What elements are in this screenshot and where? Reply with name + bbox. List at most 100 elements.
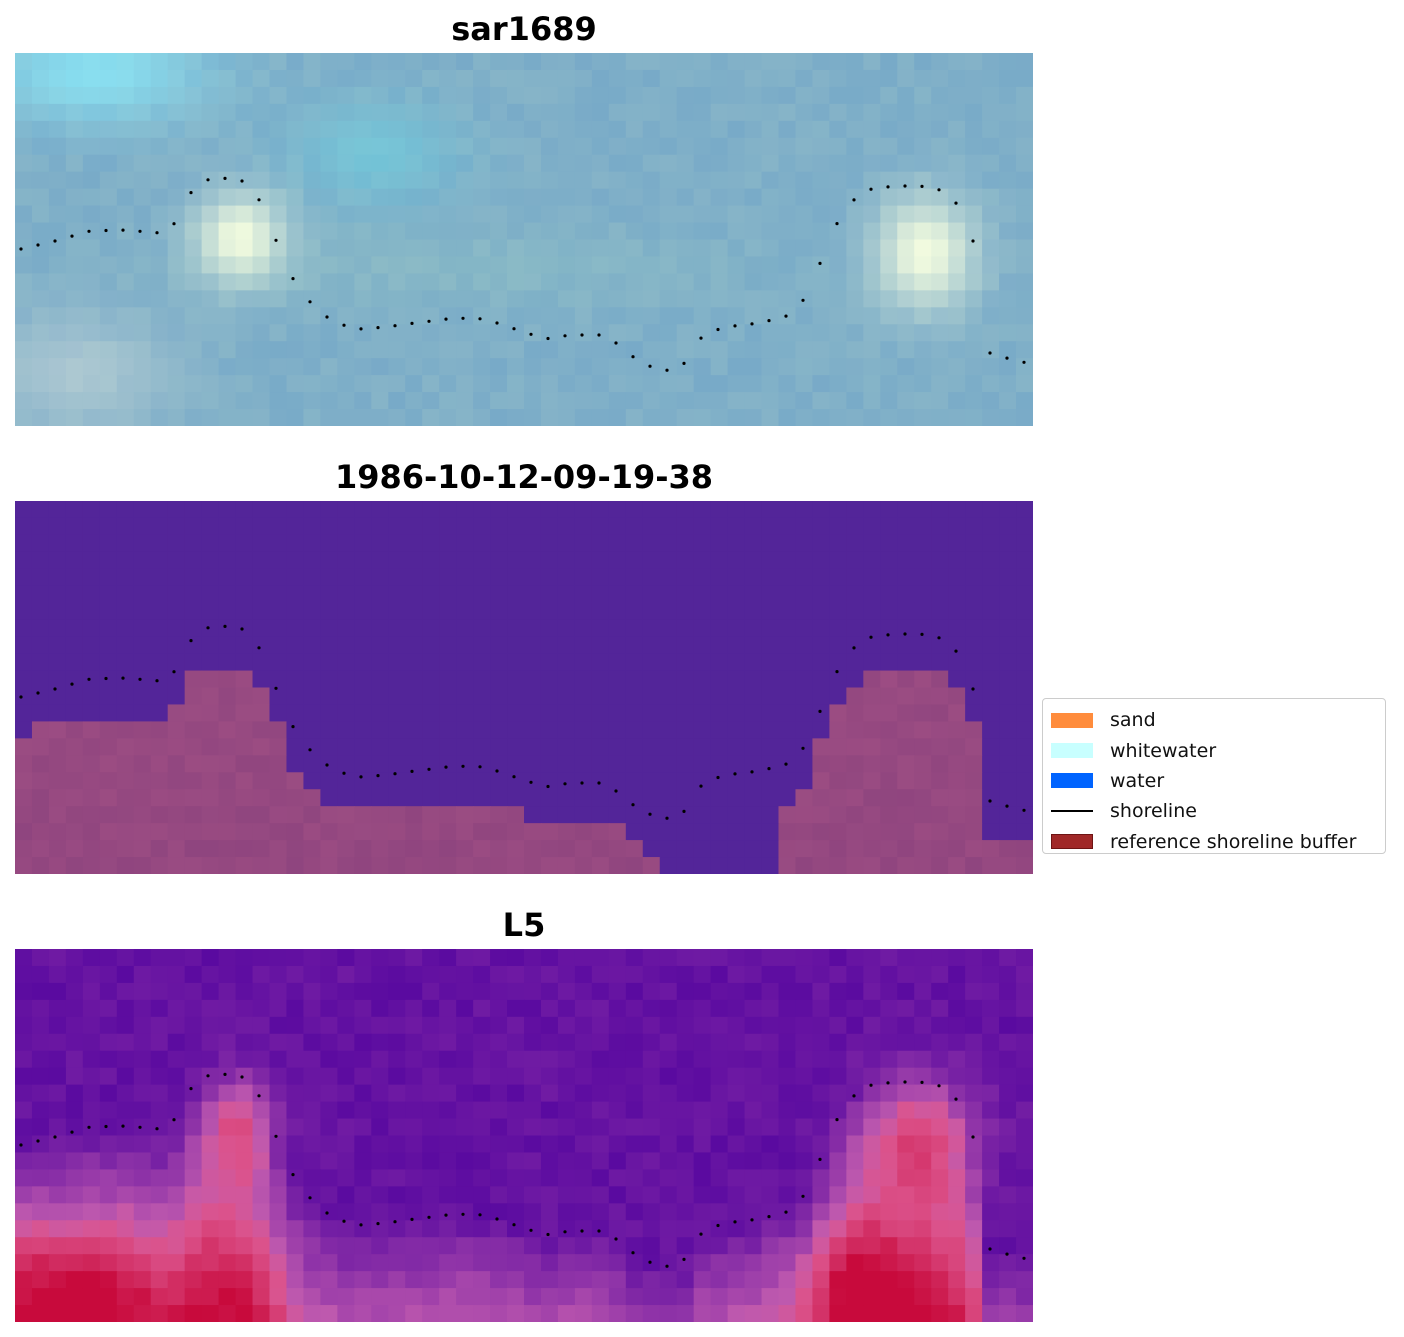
pixel-cell: [218, 568, 237, 587]
pixel-cell: [540, 120, 559, 139]
pixel-cell: [608, 103, 627, 122]
shoreline-point: [971, 1135, 975, 1139]
pixel-cell: [914, 1118, 932, 1137]
pixel-cell: [608, 619, 627, 638]
pixel-cell: [931, 1271, 949, 1289]
pixel-cell: [405, 307, 423, 325]
pixel-cell: [948, 375, 966, 393]
pixel-cell: [388, 375, 406, 393]
pixel-cell: [744, 1305, 763, 1322]
pixel-cell: [388, 1118, 406, 1137]
pixel-cell: [608, 982, 627, 1001]
shoreline-point: [274, 238, 278, 242]
pixel-cell: [761, 86, 780, 105]
pixel-cell: [642, 1186, 661, 1204]
pixel-cell: [710, 602, 729, 621]
pixel-cell: [15, 375, 33, 393]
pixel-cell: [965, 341, 983, 359]
pixel-cell: [303, 823, 321, 841]
pixel-cell: [48, 205, 67, 224]
pixel-cell: [99, 103, 118, 122]
pixel-cell: [897, 1033, 915, 1052]
pixel-cell: [540, 999, 559, 1018]
pixel-cell: [99, 1033, 118, 1052]
pixel-cell: [914, 1084, 932, 1103]
pixel-cell: [642, 1067, 661, 1086]
pixel-cell: [456, 290, 474, 308]
pixel-cell: [82, 585, 101, 604]
pixel-cell: [218, 755, 237, 773]
pixel-cell: [507, 1016, 525, 1035]
pixel-cell: [540, 602, 559, 621]
pixel-cell: [965, 949, 983, 967]
pixel-cell: [625, 704, 644, 722]
pixel-cell: [15, 273, 33, 291]
pixel-cell: [490, 1033, 508, 1052]
pixel-cell: [524, 1016, 542, 1035]
pixel-cell: [218, 823, 237, 841]
pixel-cell: [422, 137, 440, 156]
pixel-cell: [337, 273, 355, 291]
pixel-cell: [557, 738, 576, 756]
pixel-cell: [863, 965, 881, 984]
pixel-cell: [693, 738, 712, 756]
pixel-cell: [31, 806, 50, 824]
pixel-cell: [354, 1220, 372, 1238]
pixel-cell: [829, 239, 847, 258]
pixel-cell: [591, 517, 610, 536]
pixel-cell: [269, 256, 288, 274]
pixel-cell: [167, 965, 186, 984]
pixel-cell: [184, 857, 203, 874]
pixel-cell: [710, 965, 729, 984]
shoreline-point: [478, 317, 482, 321]
pixel-cell: [133, 636, 152, 655]
pixel-cell: [948, 1016, 966, 1035]
pixel-cell: [320, 1220, 338, 1238]
pixel-cell: [116, 1016, 135, 1035]
pixel-cell: [540, 721, 559, 739]
pixel-cell: [15, 1169, 33, 1187]
pixel-cell: [133, 239, 152, 258]
pixel-cell: [422, 840, 440, 858]
pixel-cell: [218, 409, 237, 426]
pixel-cell: [507, 1220, 525, 1238]
pixel-cell: [116, 653, 135, 672]
pixel-cell: [371, 687, 389, 706]
pixel-cell: [999, 409, 1017, 426]
pixel-cell: [880, 721, 898, 739]
pixel-cell: [965, 517, 983, 536]
pixel-cell: [252, 687, 271, 706]
pixel-cell: [150, 120, 169, 139]
pixel-cell: [82, 137, 101, 156]
pixel-cell: [269, 585, 288, 604]
pixel-cell: [490, 721, 508, 739]
pixel-cell: [846, 653, 864, 672]
pixel-cell: [540, 1135, 559, 1154]
pixel-cell: [710, 704, 729, 722]
shoreline-point: [342, 1219, 346, 1223]
pixel-cell: [235, 1186, 254, 1204]
pixel-cell: [337, 1084, 355, 1103]
pixel-cell: [710, 857, 729, 874]
pixel-cell: [965, 86, 983, 105]
pixel-cell: [31, 670, 50, 689]
pixel-cell: [422, 1033, 440, 1052]
pixel-cell: [15, 239, 33, 258]
pixel-cell: [320, 1152, 338, 1170]
pixel-cell: [693, 341, 712, 359]
pixel-cell: [82, 171, 101, 190]
pixel-cell: [82, 1067, 101, 1086]
pixel-cell: [778, 273, 797, 291]
pixel-cell: [778, 501, 797, 519]
pixel-cell: [48, 982, 67, 1001]
pixel-cell: [625, 534, 644, 553]
pixel-cell: [201, 1254, 220, 1272]
pixel-cell: [150, 409, 169, 426]
pixel-cell: [473, 1050, 491, 1069]
pixel-cell: [218, 1067, 237, 1086]
pixel-cell: [540, 687, 559, 706]
pixel-cell: [676, 965, 695, 984]
pixel-cell: [371, 1203, 389, 1221]
pixel-cell: [167, 1101, 186, 1120]
pixel-cell: [693, 1237, 712, 1255]
